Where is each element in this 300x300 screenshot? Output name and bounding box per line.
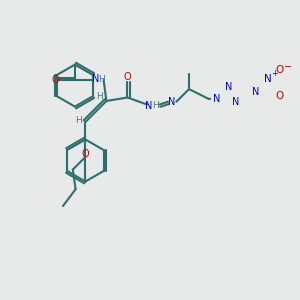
- Text: O: O: [52, 75, 59, 85]
- Text: O: O: [124, 72, 131, 82]
- Text: H: H: [75, 116, 82, 125]
- Text: N: N: [146, 101, 153, 111]
- Text: N: N: [168, 97, 175, 107]
- Text: N: N: [225, 82, 233, 92]
- Text: N: N: [232, 98, 239, 107]
- Text: O: O: [276, 91, 284, 101]
- Text: N: N: [252, 87, 259, 97]
- Text: O: O: [276, 64, 284, 75]
- Text: N: N: [213, 94, 220, 104]
- Text: −: −: [284, 62, 292, 72]
- Text: H: H: [98, 75, 105, 84]
- Text: H: H: [152, 101, 159, 110]
- Text: H: H: [96, 92, 103, 101]
- Text: N: N: [264, 74, 272, 84]
- Text: O: O: [82, 149, 89, 159]
- Text: +: +: [271, 69, 278, 78]
- Text: N: N: [92, 74, 99, 84]
